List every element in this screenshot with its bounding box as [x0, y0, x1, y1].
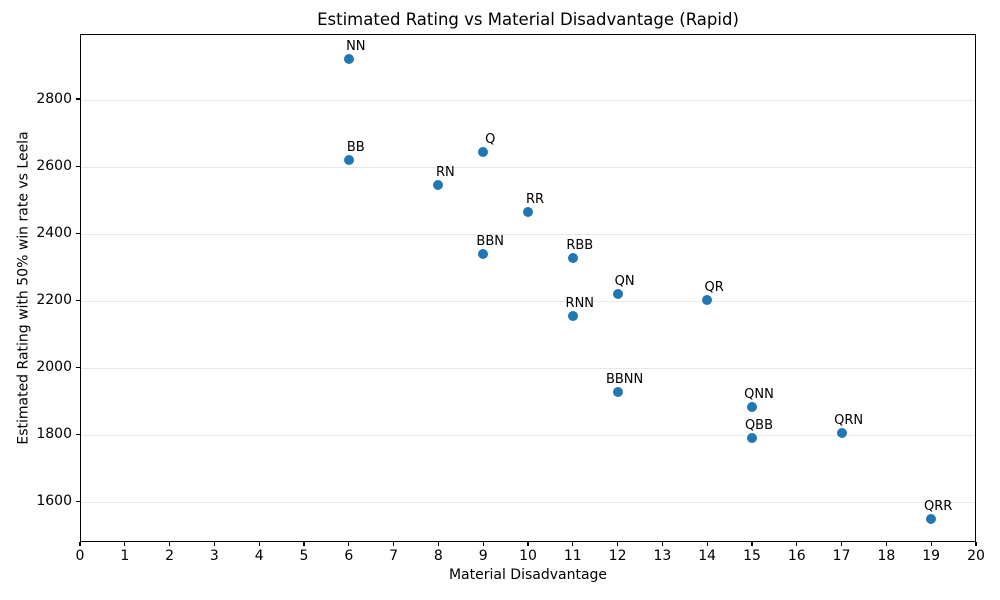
x-tick [303, 542, 305, 546]
y-tick [76, 500, 80, 502]
data-point-bb [343, 155, 354, 166]
data-point-bbnn [612, 387, 623, 398]
point-label-qnn: QNN [744, 386, 774, 402]
y-tick-label: 1800 [36, 426, 72, 443]
data-point-qn [612, 288, 623, 299]
x-tick [527, 542, 529, 546]
data-point-qbb [747, 433, 757, 444]
point-label-rnn: RNN [565, 296, 595, 312]
x-tick-label: 8 [433, 548, 443, 564]
x-tick-label: 2 [165, 548, 175, 564]
y-tick-label: 2200 [36, 292, 72, 309]
y-gridline [81, 99, 975, 101]
y-axis-label: Estimated Rating with 50% win rate vs Le… [15, 131, 32, 445]
x-tick-label: 5 [299, 548, 309, 564]
point-label-rn: RN [436, 165, 455, 181]
point-label-qn: QN [614, 273, 635, 289]
point-label-bbnn: BBNN [605, 372, 644, 388]
y-tick [76, 165, 80, 167]
chart-title: Estimated Rating vs Material Disadvantag… [317, 10, 739, 29]
x-tick-label: 10 [519, 548, 537, 564]
x-tick-label: 9 [478, 548, 488, 564]
point-label-bbn: BBN [476, 233, 504, 249]
x-tick-label: 19 [922, 548, 941, 564]
x-tick [348, 542, 350, 546]
x-tick-label: 4 [254, 548, 264, 564]
y-tick-label: 1600 [36, 493, 72, 510]
x-tick [751, 542, 753, 546]
point-label-qrr: QRR [924, 498, 953, 514]
y-gridline [81, 367, 975, 369]
y-tick-label: 2400 [36, 225, 72, 242]
data-point-qr [702, 295, 713, 306]
x-tick-label: 6 [344, 548, 354, 564]
x-tick [975, 542, 977, 546]
x-tick-label: 18 [877, 548, 896, 564]
point-label-qrn: QRN [834, 413, 864, 429]
point-label-rbb: RBB [566, 237, 594, 253]
y-gridline [81, 501, 975, 503]
point-label-rr: RR [525, 192, 545, 208]
data-point-rnn [567, 311, 578, 322]
plot-area [80, 34, 976, 542]
data-point-nn [343, 53, 354, 64]
x-tick [841, 542, 843, 546]
x-tick-label: 3 [209, 548, 219, 564]
data-point-qrn [836, 428, 847, 439]
x-tick-label: 13 [653, 548, 672, 564]
data-point-rr [523, 207, 533, 218]
x-tick [885, 542, 887, 546]
y-tick [76, 98, 80, 100]
data-point-rn [433, 180, 444, 191]
y-tick [76, 366, 80, 368]
y-tick [76, 299, 80, 301]
x-tick-label: 7 [389, 548, 399, 564]
x-tick-label: 14 [698, 548, 717, 564]
x-tick-label: 0 [75, 548, 85, 564]
x-tick [124, 542, 126, 546]
x-tick [706, 542, 708, 546]
y-tick [76, 433, 80, 435]
x-tick-label: 11 [563, 548, 582, 564]
x-tick-label: 20 [967, 548, 985, 564]
y-gridline [81, 233, 975, 235]
y-tick-label: 2800 [36, 91, 72, 108]
x-tick [79, 542, 81, 546]
x-axis-label: Material Disadvantage [448, 567, 608, 583]
x-tick [393, 542, 395, 546]
y-tick-label: 2600 [36, 158, 72, 175]
y-tick [76, 232, 80, 234]
x-tick [796, 542, 798, 546]
data-point-rbb [567, 252, 578, 263]
x-tick [930, 542, 932, 546]
x-tick-label: 17 [832, 548, 851, 564]
point-label-bb: BB [346, 140, 365, 156]
y-tick-label: 2000 [36, 359, 72, 376]
data-point-qnn [747, 401, 757, 412]
point-label-nn: NN [346, 38, 366, 54]
y-gridline [81, 434, 975, 436]
x-tick [169, 542, 171, 546]
data-point-qrr [926, 513, 937, 524]
point-label-q: Q [485, 132, 496, 148]
x-tick-label: 15 [743, 548, 761, 564]
x-tick-label: 12 [608, 548, 627, 564]
x-tick-label: 16 [787, 548, 806, 564]
x-tick [617, 542, 619, 546]
x-tick [213, 542, 215, 546]
x-tick [258, 542, 260, 546]
x-tick [572, 542, 574, 546]
y-gridline [81, 300, 975, 302]
point-label-qr: QR [704, 280, 724, 296]
data-point-bbn [478, 248, 489, 259]
y-gridline [81, 166, 975, 168]
data-point-q [478, 147, 489, 158]
x-tick-label: 1 [120, 548, 130, 564]
x-tick [661, 542, 663, 546]
x-tick [482, 542, 484, 546]
x-tick [437, 542, 439, 546]
point-label-qbb: QBB [744, 418, 774, 434]
